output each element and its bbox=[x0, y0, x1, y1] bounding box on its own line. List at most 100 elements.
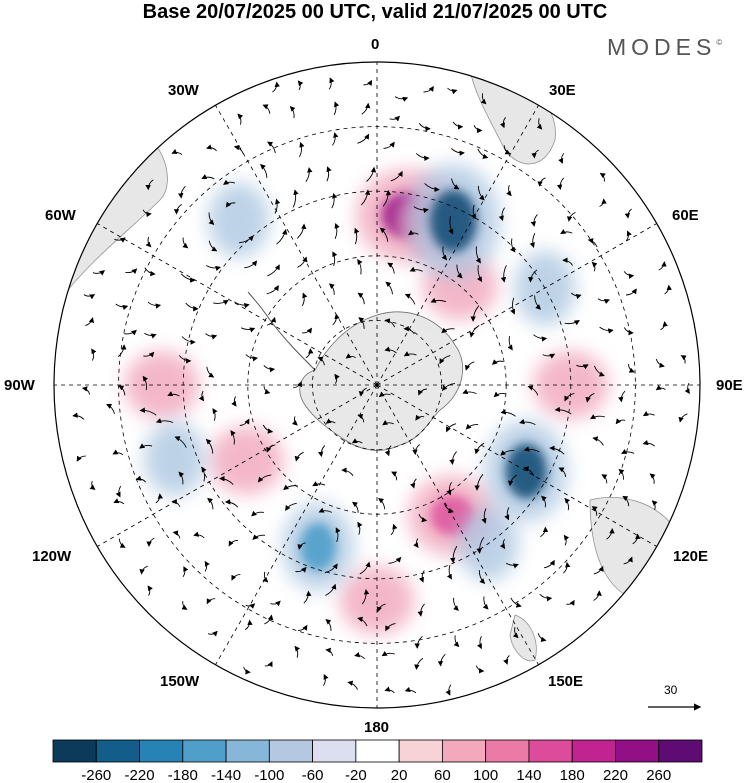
wind-vector-8 bbox=[237, 113, 244, 125]
wind-vector-211 bbox=[205, 438, 214, 454]
wind-vector-5 bbox=[423, 85, 434, 93]
wind-vector-88 bbox=[205, 265, 221, 272]
wind-vector-222 bbox=[523, 446, 540, 453]
wind-vector-273 bbox=[335, 527, 341, 543]
wind-vector-297 bbox=[543, 559, 555, 569]
wind-vector-335 bbox=[414, 657, 424, 670]
wind-vector-51 bbox=[208, 212, 215, 226]
wind-vector-31 bbox=[531, 149, 539, 159]
wind-vector-127 bbox=[181, 336, 196, 345]
lon-label-30e: 30E bbox=[549, 82, 576, 99]
wind-vector-189 bbox=[155, 418, 174, 424]
colorbar-swatch-10 bbox=[485, 739, 530, 763]
wind-vector-26 bbox=[383, 141, 395, 149]
wind-vector-323 bbox=[385, 622, 396, 632]
wind-vector-3 bbox=[363, 79, 373, 86]
wind-vector-142 bbox=[623, 327, 634, 336]
meridian-30 bbox=[376, 105, 539, 386]
negative-anomaly-5 bbox=[207, 182, 270, 258]
wind-vector-17 bbox=[499, 117, 506, 129]
lon-label-120e: 120E bbox=[673, 548, 709, 565]
wind-vector-317 bbox=[207, 630, 218, 637]
wind-vector-217 bbox=[384, 445, 392, 457]
wind-vector-336 bbox=[437, 653, 446, 667]
wind-vector-113 bbox=[357, 292, 365, 305]
wind-vector-290 bbox=[324, 563, 338, 574]
wind-vector-45 bbox=[506, 184, 512, 197]
wind-vector-339 bbox=[323, 673, 329, 686]
wind-vector-258 bbox=[443, 503, 454, 513]
wind-vector-102 bbox=[623, 271, 635, 279]
wind-vector-25 bbox=[357, 133, 370, 144]
wind-vector-242 bbox=[523, 466, 535, 477]
wind-vector-208 bbox=[112, 449, 124, 455]
wind-vector-117 bbox=[470, 305, 480, 322]
wind-vector-268 bbox=[172, 530, 181, 539]
meridian-60 bbox=[376, 223, 657, 386]
wind-vector-75 bbox=[379, 227, 389, 242]
wind-vector-177 bbox=[441, 382, 455, 392]
wind-vector-64 bbox=[599, 198, 607, 207]
wind-vector-186 bbox=[72, 412, 85, 420]
meridian-120 bbox=[376, 384, 657, 547]
lon-label-150e: 150E bbox=[548, 673, 584, 690]
lon-label-60w: 60W bbox=[45, 207, 76, 224]
wind-vector-78 bbox=[475, 246, 481, 264]
wind-vector-274 bbox=[357, 521, 363, 535]
wind-vector-84 bbox=[92, 270, 106, 276]
wind-vector-164 bbox=[680, 355, 687, 364]
wind-vector-326 bbox=[476, 635, 482, 650]
wind-vector-331 bbox=[294, 645, 301, 658]
lon-label-180: 180 bbox=[364, 719, 390, 736]
wind-vector-286 bbox=[204, 560, 210, 572]
wind-vector-1 bbox=[297, 80, 304, 91]
wind-vector-128 bbox=[205, 333, 218, 340]
wind-vector-156 bbox=[439, 355, 451, 365]
wind-vector-185 bbox=[684, 382, 690, 395]
wind-vector-235 bbox=[312, 481, 326, 487]
colorbar-swatch-3 bbox=[182, 739, 227, 763]
wind-vector-269 bbox=[193, 531, 205, 539]
wind-vector-315 bbox=[566, 599, 575, 606]
wind-vector-132 bbox=[332, 313, 340, 326]
negative-anomaly-core-3 bbox=[300, 522, 337, 571]
wind-vector-196 bbox=[382, 419, 394, 426]
wind-vector-308 bbox=[361, 589, 370, 605]
wind-vector-324 bbox=[414, 635, 423, 649]
wind-vector-67 bbox=[145, 236, 152, 248]
wind-vector-229 bbox=[135, 475, 147, 483]
lon-label-30w: 30W bbox=[168, 82, 199, 99]
wind-vector-66 bbox=[114, 237, 126, 243]
wind-vector-294 bbox=[446, 564, 452, 580]
wind-vector-153 bbox=[345, 353, 356, 359]
wind-vector-53 bbox=[274, 198, 281, 214]
map-boundary bbox=[53, 61, 701, 709]
wind-vector-35 bbox=[201, 174, 215, 180]
wind-vector-72 bbox=[296, 223, 307, 239]
wind-vector-30 bbox=[503, 145, 511, 155]
wind-vector-264 bbox=[622, 495, 630, 507]
wind-vector-194 bbox=[325, 418, 336, 424]
wind-vector-176 bbox=[418, 388, 427, 396]
wind-vector-174 bbox=[358, 387, 367, 397]
wind-vector-299 bbox=[593, 565, 604, 575]
wind-vector-23 bbox=[299, 141, 305, 158]
wind-vector-261 bbox=[541, 495, 547, 508]
wind-vector-306 bbox=[303, 590, 312, 604]
wind-vector-2 bbox=[328, 77, 335, 90]
wind-vector-134 bbox=[384, 318, 396, 328]
wind-vector-184 bbox=[655, 384, 666, 391]
wind-vector-238 bbox=[410, 478, 417, 489]
wind-vector-206 bbox=[678, 413, 688, 423]
wind-vector-305 bbox=[270, 600, 281, 607]
anomaly-field bbox=[124, 163, 609, 635]
wind-vector-6 bbox=[447, 87, 458, 95]
wind-vector-247 bbox=[113, 498, 125, 505]
wind-vector-163 bbox=[655, 358, 665, 368]
wind-vector-73 bbox=[334, 222, 340, 239]
wind-vector-316 bbox=[593, 590, 602, 601]
wind-vector-244 bbox=[601, 474, 608, 484]
wind-vector-58 bbox=[413, 206, 429, 214]
wind-vector-80 bbox=[529, 232, 536, 248]
wind-vector-178 bbox=[462, 388, 477, 395]
